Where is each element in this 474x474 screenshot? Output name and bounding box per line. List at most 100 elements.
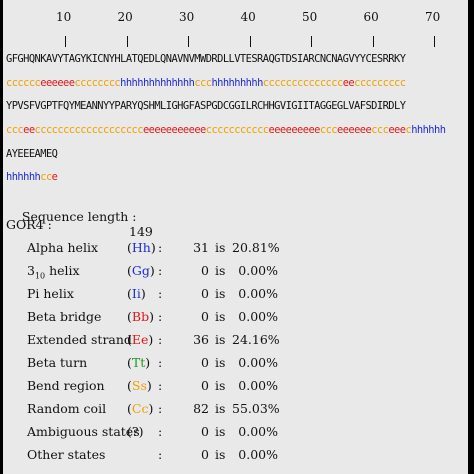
ruler-tick [126,36,128,47]
stat-code: (?) [127,424,143,439]
ruler-tick [311,36,312,47]
method-title: GOR4 : [6,217,52,232]
stat-percent: 24.16% [232,332,280,347]
stat-code: (Ss) [127,378,152,393]
structure-segment: eeeeee [40,77,75,89]
structure-segment: ccccccccc [354,77,406,89]
stat-percent: 0.00% [238,309,278,324]
sequence-line-2: YPVSFVGPTFQYMEANNYYPARYQSHMLIGHGFASPGDCG… [6,100,406,112]
stat-code-letters: Hh [131,240,151,255]
stat-name-text: Extended strand [27,332,132,347]
stat-code: (Hh) [127,240,156,255]
sequence-line-3: AYEEEAMEQ [6,148,58,160]
stat-name-text: Random coil [27,401,107,416]
stat-count: 0 [201,309,209,324]
stat-colon: : [158,378,163,393]
stat-code-letters: (?) [127,424,144,439]
stat-is: is [215,378,226,393]
stat-name: Ambiguous states [27,424,140,439]
sequence-line-1: GFGHQNKAVYTAGYKICNYHLATQEDLQNAVNVMWDRDLL… [6,53,406,65]
structure-segment: cccccc [6,77,41,89]
ruler-label: 60 [363,10,379,24]
structure-segment: eeeeee [336,124,372,136]
stat-name: Extended strand [27,332,132,347]
stat-name-text: Bend region [27,378,105,393]
stat-code: (Tt) [127,355,150,370]
stat-percent: 0.00% [238,355,278,370]
stat-name: Other states [27,447,105,462]
structure-segment: hhhhhhhhh [211,77,263,89]
sequence-length-value: 149 [129,224,153,239]
structure-segment: ee [342,77,355,89]
structure-line-2: ccceeccccccccccccccccccceeeeeeeeeeeccccc… [6,123,446,137]
stat-count: 31 [193,240,209,255]
structure-segment: ccc [6,124,24,136]
stat-name: Random coil [27,401,106,416]
stat-count: 0 [201,447,209,462]
stat-code-letters: Cc [131,401,149,416]
stat-is: is [215,263,226,278]
stat-code: (Ii) [127,286,146,301]
stat-code-paren: ( [127,355,132,370]
structure-segment: ccccccccccccccccccc [34,124,144,136]
stat-colon: : [158,332,163,347]
stat-is: is [215,332,226,347]
stat-colon: : [158,355,163,370]
stat-count: 0 [201,263,209,278]
structure-line-1: cccccceeeeeecccccccchhhhhhhhhhhhhccchhhh… [6,76,406,90]
stat-code-letters: Tt [131,355,146,370]
stat-count: 0 [201,424,209,439]
stat-code-paren: ( [127,240,132,255]
ruler-tick [65,36,66,47]
stat-percent: 0.00% [238,378,278,393]
stat-percent: 0.00% [238,447,278,462]
structure-segment: cccccccccccccc [262,77,343,89]
structure-segment: eeeeeeeeeee [142,124,206,136]
structure-segment: ccc [319,124,338,136]
ruler-label: 50 [302,10,318,24]
ruler-label: 20 [117,10,133,24]
stat-name: Pi helix [27,286,74,301]
stat-count: 36 [193,332,209,347]
stat-is: is [215,424,226,439]
stat-name-text: Beta bridge [27,309,102,324]
stat-code-paren: ) [148,332,154,347]
structure-segment: eeeeeeeee [268,124,321,136]
stat-code-letters: Bb [131,309,150,324]
ruler-label: 40 [240,10,256,24]
stat-name: Beta turn [27,355,87,370]
ruler-label: 70 [425,10,441,24]
structure-segment: ccc [194,77,212,89]
stat-count: 82 [193,401,209,416]
structure-line-3: hhhhhhcce [6,170,58,184]
stat-code-paren: ) [150,240,156,255]
stat-code: (Gg) [127,263,155,278]
stat-is: is [215,286,226,301]
ruler-label: 10 [56,10,72,24]
stat-count: 0 [201,378,209,393]
stat-percent: 20.81% [232,240,280,255]
structure-segment: cc [40,171,52,183]
stat-colon: : [158,286,163,301]
ruler-tick [372,36,374,47]
structure-segment: eee [388,124,406,136]
stat-percent: 0.00% [238,286,278,301]
structure-segment: hhhhhh [411,124,446,136]
ruler-tick [249,36,251,47]
stat-percent: 0.00% [238,424,278,439]
structure-segment: ee [23,124,35,136]
stat-code-paren: ( [127,332,132,347]
ruler-tick [434,36,435,47]
stat-name-text: Ambiguous states [27,424,140,439]
stat-name-text: 3 [27,263,35,278]
stat-percent: 0.00% [238,263,278,278]
stat-colon: : [158,401,163,416]
stat-colon: : [158,309,163,324]
stat-name: 310 helix [27,263,80,281]
stat-count: 0 [201,286,209,301]
stat-is: is [215,355,226,370]
stat-code-letters: Gg [131,263,150,278]
stat-name-text: Other states [27,447,106,462]
stat-name: Beta bridge [27,309,101,324]
stat-code-paren: ) [140,286,146,301]
